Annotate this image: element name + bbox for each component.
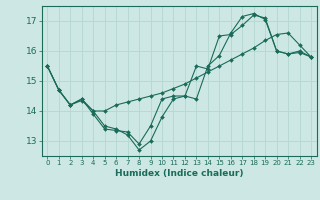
X-axis label: Humidex (Indice chaleur): Humidex (Indice chaleur) [115,169,244,178]
